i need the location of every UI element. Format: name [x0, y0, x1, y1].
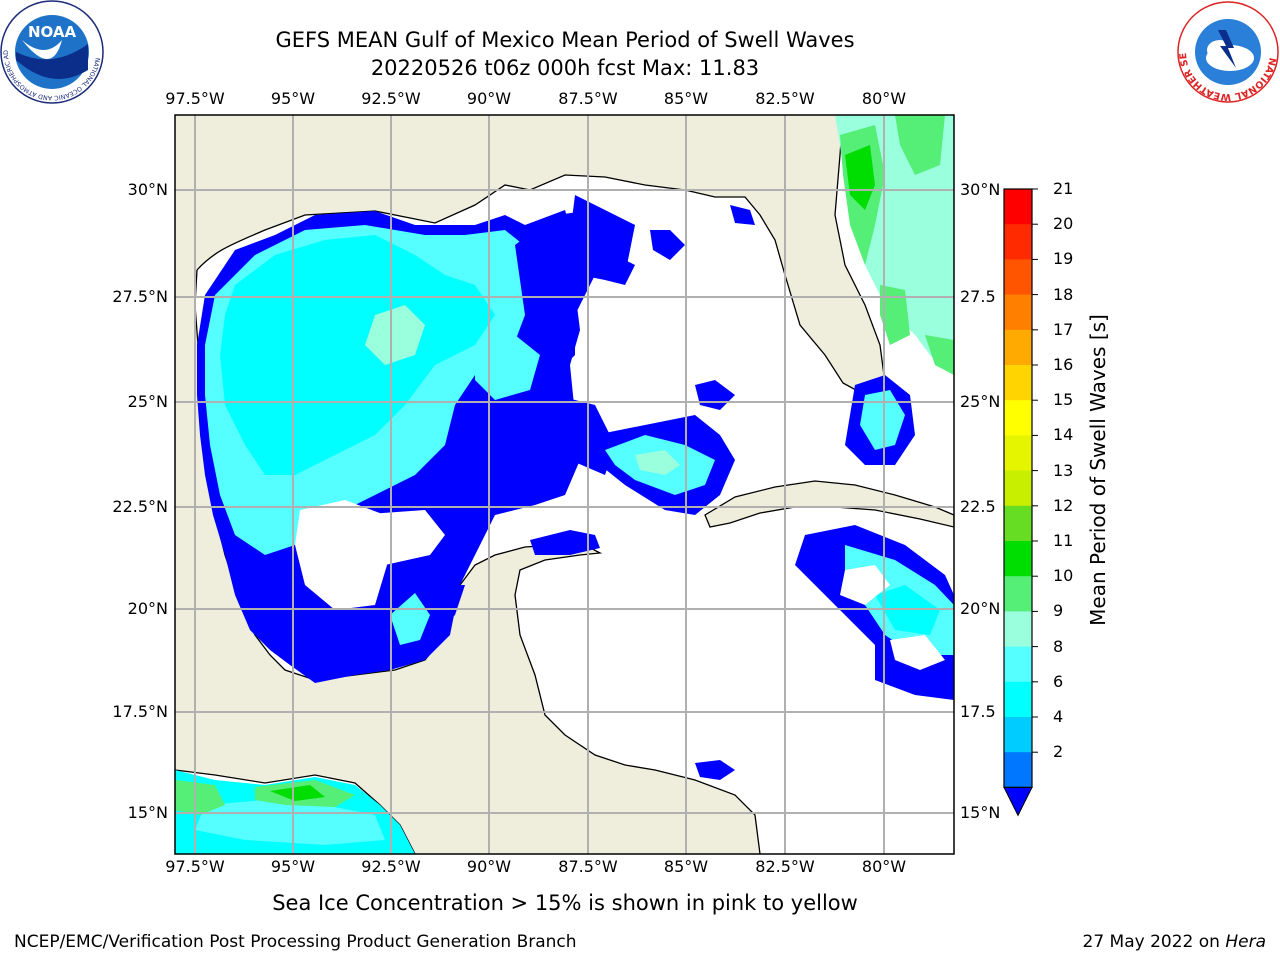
lat-tick-left: 17.5°N: [112, 702, 168, 721]
lon-tick-top: 82.5°W: [755, 89, 815, 108]
colorbar-band: [1004, 224, 1032, 260]
lon-tick-top: 87.5°W: [558, 89, 618, 108]
noaa-logo: NATIONAL OCEANIC AND ATMOSPHERIC ADMINIS…: [0, 0, 104, 104]
chart-title: GEFS MEAN Gulf of Mexico Mean Period of …: [275, 28, 855, 52]
colorbar-band: [1004, 681, 1032, 718]
lat-tick-left: 15°N: [127, 803, 168, 822]
sea-ice-note: Sea Ice Concentration > 15% is shown in …: [272, 891, 858, 915]
footer-host: Hera: [1225, 932, 1266, 952]
colorbar-band: [1004, 646, 1032, 683]
colorbar-band: [1004, 576, 1032, 612]
colorbar-tick-label: 2: [1053, 742, 1064, 762]
colorbar-band: [1004, 717, 1032, 753]
footer-date-text: 27 May 2022 on: [1082, 932, 1220, 952]
lon-tick-bottom: 92.5°W: [361, 857, 421, 876]
map-gridlines: [175, 115, 954, 854]
lon-tick-bottom: 85°W: [663, 857, 709, 876]
colorbar-band: [1004, 435, 1032, 472]
lat-tick-left: 27.5°N: [112, 287, 168, 306]
colorbar-band: [1004, 611, 1032, 648]
colorbar-extend-arrow: [1003, 786, 1033, 817]
colorbar-tick-label: 21: [1053, 179, 1074, 198]
colorbar-tick-label: 17: [1053, 319, 1074, 339]
map-panel: [174, 114, 955, 855]
lon-tick-bottom: 80°W: [861, 857, 907, 876]
lat-tick-right: 25°N: [960, 392, 1001, 411]
colorbar-tick-label: 10: [1053, 566, 1074, 586]
svg-text:NOAA: NOAA: [28, 23, 77, 41]
cuba: [704, 480, 954, 528]
lat-tick-right: 15°N: [960, 803, 1001, 822]
lon-tick-bottom: 90°W: [466, 857, 512, 876]
lon-tick-bottom: 82.5°W: [755, 857, 815, 876]
lon-tick-top: 97.5°W: [165, 89, 225, 108]
colorbar-label: Mean Period of Swell Waves [s]: [1086, 314, 1110, 626]
colorbar-tick-label: 14: [1053, 425, 1074, 445]
lat-tick-left: 22.5°N: [112, 497, 168, 516]
colorbar-tick-label: 15: [1053, 390, 1074, 410]
colorbar-band: [1004, 365, 1032, 401]
lat-tick-right: 20°N: [960, 599, 1001, 618]
colorbar-band: [1004, 541, 1032, 577]
colorbar-tick-label: 19: [1053, 249, 1074, 269]
colorbar-frame: [1003, 188, 1033, 789]
colorbar-tick-label: 4: [1053, 707, 1064, 726]
lon-tick-top: 95°W: [270, 89, 316, 108]
lon-tick-bottom: 97.5°W: [165, 857, 225, 876]
colorbar-band: [1004, 259, 1032, 296]
nws-logo: NATIONAL WEATHER SERVICE: [1172, 0, 1279, 103]
colorbar-band: [1004, 505, 1032, 542]
lon-tick-bottom: 95°W: [270, 857, 316, 876]
lon-tick-top: 90°W: [466, 89, 512, 108]
colorbar-band: [1004, 189, 1032, 225]
lon-tick-top: 92.5°W: [361, 89, 421, 108]
colorbar-tick-label: 16: [1053, 355, 1074, 374]
colorbar-tick-label: 12: [1053, 495, 1074, 515]
colorbar-tick-label: 20: [1053, 214, 1074, 234]
lat-tick-right: 27.5: [960, 287, 996, 306]
lat-tick-right: 30°N: [960, 180, 1001, 199]
footer-date: 27 May 2022 on Hera: [1083, 932, 1267, 952]
colorbar: [1003, 188, 1038, 817]
colorbar-tick-label: 13: [1053, 460, 1074, 480]
colorbar-tick-label: 18: [1053, 284, 1074, 304]
chart-subtitle: 20220526 t06z 000h fcst Max: 11.83: [370, 56, 760, 80]
colorbar-band: [1004, 470, 1032, 507]
lat-tick-right: 17.5: [960, 702, 996, 721]
lat-tick-right: 22.5: [960, 497, 996, 516]
colorbar-band: [1004, 400, 1032, 436]
map-frame: [174, 114, 955, 855]
lon-tick-bottom: 87.5°W: [558, 857, 618, 876]
colorbar-tick-label: 11: [1053, 531, 1074, 550]
colorbar-tick-label: 8: [1053, 636, 1064, 656]
colorbar-tick-label: 6: [1053, 671, 1064, 691]
lat-tick-left: 20°N: [127, 599, 168, 618]
lat-tick-left: 25°N: [127, 392, 168, 411]
colorbar-band: [1004, 752, 1032, 788]
colorbar-band: [1004, 294, 1032, 331]
colorbar-band: [1004, 329, 1032, 366]
colorbar-tick-label: 9: [1053, 601, 1064, 621]
lat-tick-left: 30°N: [127, 180, 168, 199]
lon-tick-top: 85°W: [663, 89, 709, 108]
lon-tick-top: 80°W: [861, 89, 907, 108]
footer-credit: NCEP/EMC/Verification Post Processing Pr…: [14, 932, 577, 952]
